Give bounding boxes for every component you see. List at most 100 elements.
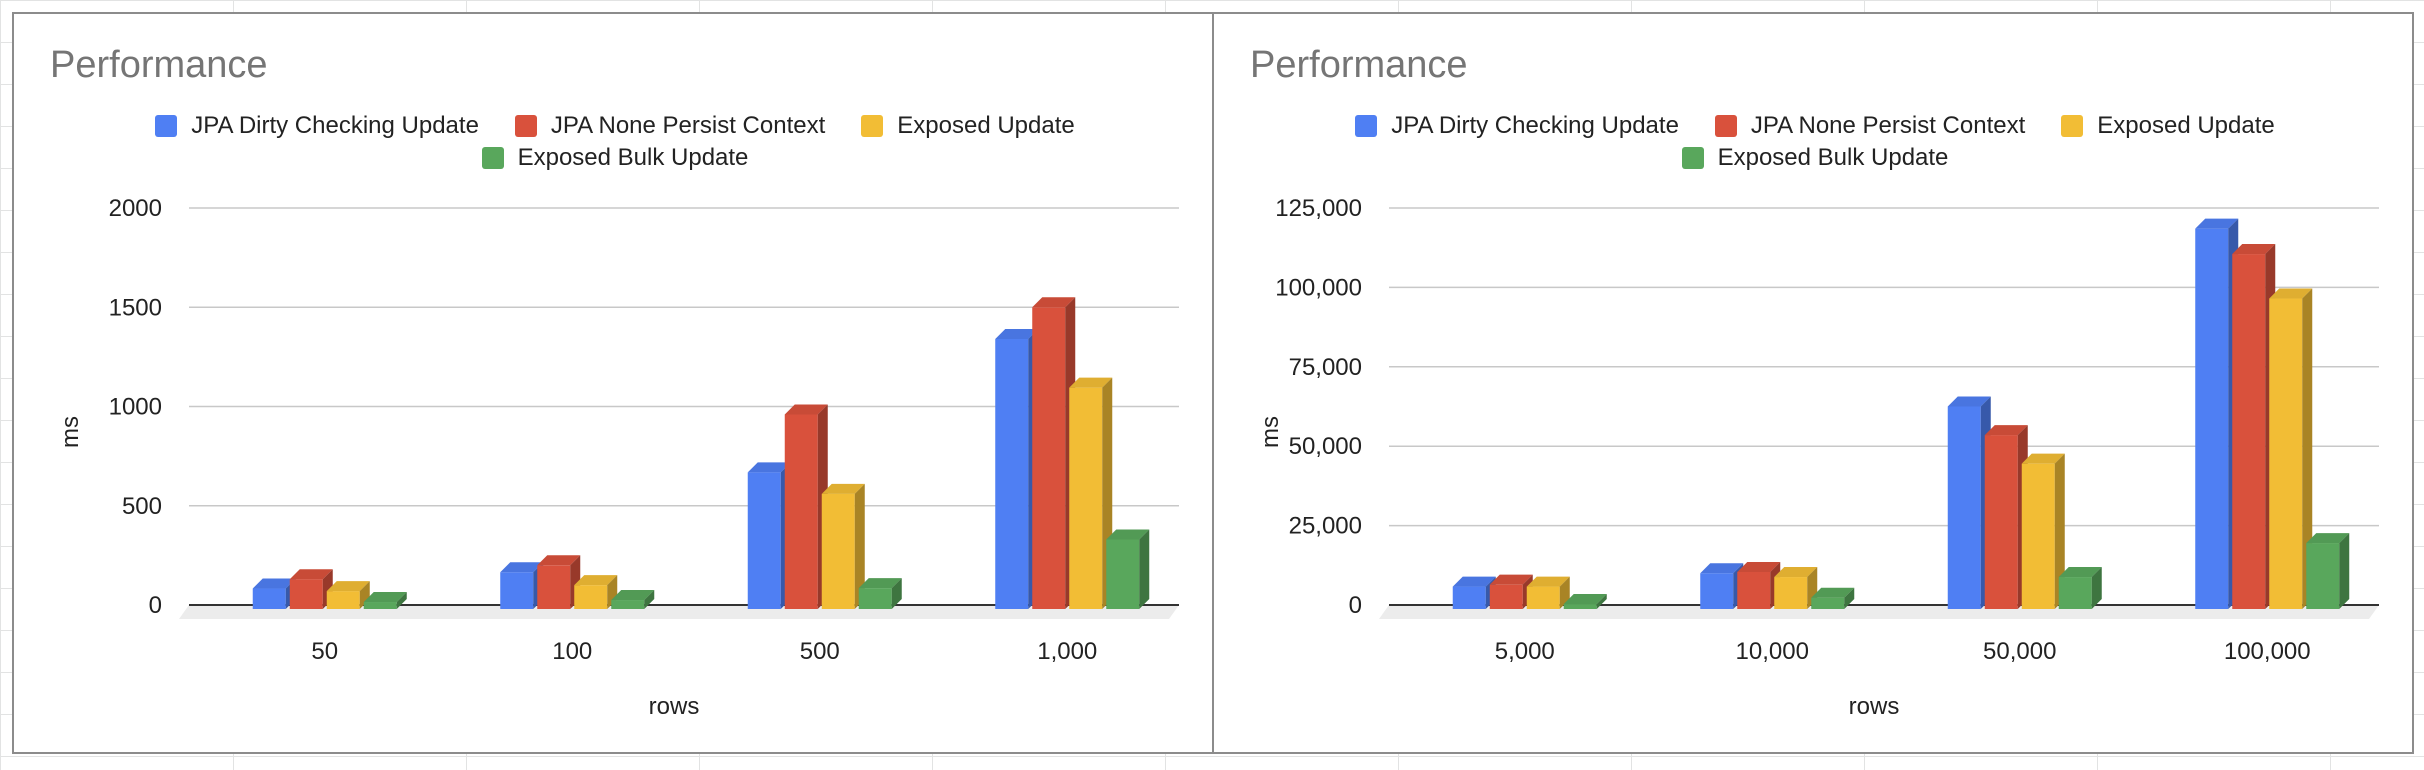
bar-top <box>2269 288 2313 299</box>
bar-top <box>747 462 791 473</box>
bar <box>252 578 296 609</box>
legend-swatch <box>514 115 537 137</box>
bar-top <box>2058 567 2102 578</box>
bar <box>1106 529 1150 609</box>
bar <box>1526 576 1570 609</box>
bar-top <box>1032 297 1076 308</box>
bar-front <box>500 572 534 609</box>
bar <box>1984 425 2028 609</box>
bar <box>995 329 1039 609</box>
bar-top <box>995 329 1039 340</box>
bar <box>2195 218 2239 610</box>
bar-top <box>1811 587 1855 598</box>
legend-label: JPA None Persist Context <box>550 112 826 139</box>
chart-panel-right[interactable]: Performance JPA Dirty Checking Update JP… <box>1212 12 2414 754</box>
bar-top <box>2021 453 2065 464</box>
legend-label: JPA Dirty Checking Update <box>1391 112 1679 139</box>
legend-label: Exposed Bulk Update <box>1717 144 1949 171</box>
bar-top <box>2195 218 2239 229</box>
y-tick-label: 25,000 <box>1289 513 1362 540</box>
chart-floor <box>179 605 1179 619</box>
bar-top <box>574 575 618 586</box>
chart-plot-area: ms rows 0 500 1000 1500 2000 50 100 500 1,000 <box>57 195 1179 720</box>
bar-front <box>2021 463 2055 609</box>
y-tick-label: 125,000 <box>1275 195 1362 222</box>
chart-title: Performance <box>50 44 268 86</box>
bar-front <box>1700 573 1734 609</box>
bar-top <box>784 404 828 415</box>
legend-label: JPA None Persist Context <box>1750 112 2026 139</box>
bar-side <box>644 590 655 609</box>
bar-top <box>1563 594 1607 605</box>
bar <box>1032 297 1076 609</box>
legend-label: Exposed Bulk Update <box>517 144 749 171</box>
bar-top <box>500 562 544 573</box>
bar-front <box>2232 254 2266 609</box>
bar-side <box>854 483 865 609</box>
bar <box>1947 396 1991 609</box>
bar-front <box>2195 228 2229 610</box>
bar-top <box>821 483 865 494</box>
bar <box>2232 244 2276 609</box>
legend-item-jpa-none-persist: JPA None Persist Context <box>1714 112 2026 140</box>
legend-item-jpa-dirty-checking: JPA Dirty Checking Update <box>1355 112 1679 140</box>
y-tick-label: 100,000 <box>1275 274 1362 301</box>
bar <box>784 404 828 609</box>
bar <box>1737 561 1781 609</box>
bar-front <box>1947 406 1981 609</box>
bar-top <box>858 578 902 589</box>
bar <box>1069 377 1113 609</box>
bar <box>289 569 333 609</box>
x-tick-label: 50 <box>311 638 338 665</box>
bar <box>1774 567 1818 609</box>
bar <box>326 581 370 609</box>
bar-side <box>1844 587 1855 609</box>
x-tick-label: 500 <box>800 638 840 665</box>
x-tick-label: 100 <box>552 638 592 665</box>
bar-front <box>1774 577 1808 609</box>
bar-top <box>2232 244 2276 255</box>
bar-front <box>363 602 397 609</box>
bar <box>500 562 544 609</box>
bar <box>537 555 581 609</box>
legend-item-jpa-dirty-checking: JPA Dirty Checking Update <box>155 112 479 140</box>
bar-front <box>1489 584 1523 609</box>
bar <box>747 462 791 609</box>
legend-swatch <box>1355 115 1378 137</box>
legend-item-exposed-update: Exposed Update <box>861 112 1075 140</box>
chart-title: Performance <box>1250 44 1468 86</box>
bar <box>1563 594 1607 609</box>
bar-top <box>2306 533 2350 544</box>
legend-swatch <box>2061 115 2084 137</box>
bar-top <box>1700 563 1744 574</box>
chart-legend: JPA Dirty Checking Update JPA None Persi… <box>14 110 1216 174</box>
x-tick-label: 1,000 <box>1037 638 1097 665</box>
bar-front <box>1811 597 1845 609</box>
legend-label: Exposed Update <box>2097 112 2275 139</box>
bar-side <box>1596 594 1607 609</box>
bar <box>574 575 618 609</box>
bar-side <box>2091 567 2102 609</box>
bar-front <box>326 591 360 609</box>
bar-side <box>396 592 407 609</box>
bar-front <box>252 588 286 609</box>
bar-front <box>1526 586 1560 609</box>
bar <box>363 592 407 609</box>
x-tick-label: 10,000 <box>1736 638 1809 665</box>
y-tick-label: 1000 <box>109 394 162 421</box>
legend-item-exposed-bulk-update: Exposed Bulk Update <box>1681 144 1949 172</box>
x-tick-label: 5,000 <box>1495 638 1555 665</box>
x-tick-label: 100,000 <box>2224 638 2311 665</box>
chart-panel-left[interactable]: Performance JPA Dirty Checking Update JP… <box>12 12 1214 754</box>
bar-top <box>1737 561 1781 572</box>
bar-side <box>1139 529 1150 609</box>
bar-front <box>537 565 571 609</box>
bar <box>821 483 865 609</box>
y-axis-title: ms <box>57 416 84 448</box>
bar-top <box>289 569 333 580</box>
chart-plot-area: ms rows 0 25,000 50,000 75,000 100,000 125,00… <box>1257 195 2379 720</box>
bar-top <box>611 590 655 601</box>
y-tick-label: 500 <box>122 493 162 520</box>
y-tick-label: 50,000 <box>1289 433 1362 460</box>
bar-top <box>537 555 581 566</box>
